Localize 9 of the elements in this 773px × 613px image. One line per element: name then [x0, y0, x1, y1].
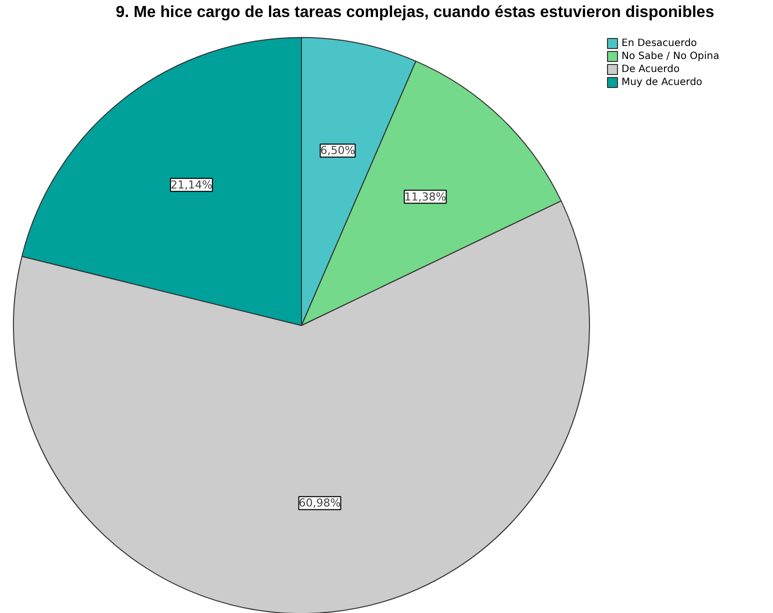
legend-label: Muy de Acuerdo: [622, 77, 702, 88]
data-label: 6,50%: [320, 144, 356, 158]
data-label: 11,38%: [404, 190, 446, 204]
chart-title: 9. Me hice cargo de las tareas complejas, cuando éstas estuvieron disponibles: [116, 4, 714, 21]
data-label: 60,98%: [298, 496, 341, 510]
legend-label: En Desacuerdo: [622, 38, 697, 49]
data-label: 21,14%: [170, 178, 212, 192]
legend-label: De Acuerdo: [622, 64, 680, 75]
legend-label: No Sabe / No Opina: [622, 51, 720, 62]
